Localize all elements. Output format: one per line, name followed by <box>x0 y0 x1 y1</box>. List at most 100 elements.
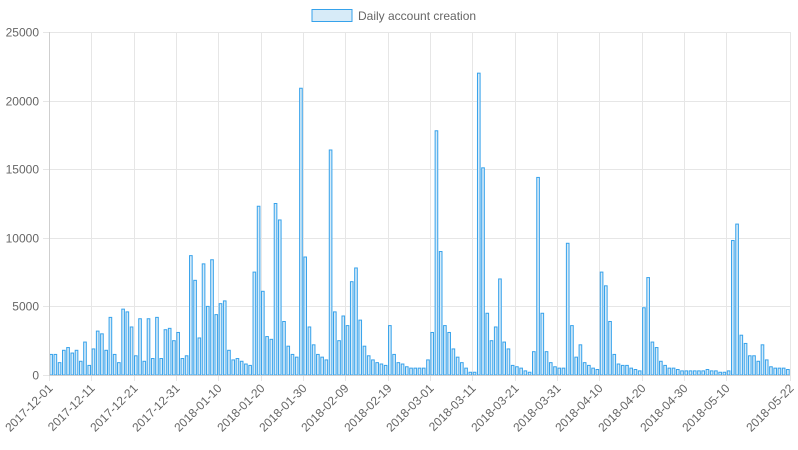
bar[interactable] <box>172 340 176 376</box>
bar[interactable] <box>413 367 418 376</box>
bar[interactable] <box>244 363 248 376</box>
bar[interactable] <box>642 307 646 376</box>
bar[interactable] <box>434 130 439 376</box>
bar[interactable] <box>269 338 274 376</box>
bar[interactable] <box>74 349 79 376</box>
bar[interactable] <box>587 364 591 376</box>
bar[interactable] <box>612 353 617 376</box>
bar[interactable] <box>781 367 786 376</box>
bar[interactable] <box>286 345 291 376</box>
bar[interactable] <box>769 366 773 376</box>
bar[interactable] <box>650 341 655 376</box>
bar[interactable] <box>184 355 189 376</box>
bar[interactable] <box>747 355 752 376</box>
bar[interactable] <box>201 263 206 376</box>
bar[interactable] <box>540 312 545 376</box>
bar[interactable] <box>341 315 346 376</box>
bar[interactable] <box>722 371 727 376</box>
bar[interactable] <box>303 256 307 376</box>
bar[interactable] <box>366 355 371 376</box>
bar[interactable] <box>506 348 511 376</box>
bar[interactable] <box>239 360 244 376</box>
bar[interactable] <box>697 370 701 376</box>
bar[interactable] <box>760 344 765 376</box>
bar[interactable] <box>91 348 96 376</box>
bar[interactable] <box>726 370 731 376</box>
bar[interactable] <box>252 271 257 376</box>
bar[interactable] <box>222 300 227 376</box>
bar[interactable] <box>337 340 341 376</box>
bar[interactable] <box>87 364 92 376</box>
bar[interactable] <box>553 366 557 376</box>
bar[interactable] <box>688 370 693 376</box>
bar[interactable] <box>476 72 481 376</box>
bar[interactable] <box>409 367 413 376</box>
bar[interactable] <box>527 371 532 376</box>
bar[interactable] <box>227 349 231 376</box>
bar[interactable] <box>633 369 638 376</box>
bar[interactable] <box>731 240 735 376</box>
bar[interactable] <box>684 370 689 376</box>
bar[interactable] <box>358 319 363 376</box>
bar[interactable] <box>561 367 566 376</box>
bar[interactable] <box>667 367 672 376</box>
bar[interactable] <box>354 267 358 376</box>
bar[interactable] <box>138 318 142 376</box>
bar[interactable] <box>493 326 498 376</box>
bar[interactable] <box>739 334 744 376</box>
bar[interactable] <box>133 355 138 376</box>
bar[interactable] <box>95 330 100 376</box>
bar[interactable] <box>421 367 426 376</box>
bar[interactable] <box>460 362 464 376</box>
bar[interactable] <box>277 219 282 376</box>
bar[interactable] <box>333 311 337 376</box>
bar[interactable] <box>163 329 168 376</box>
bar[interactable] <box>595 369 600 376</box>
bar[interactable] <box>396 362 401 376</box>
bar[interactable] <box>565 242 570 376</box>
bar[interactable] <box>383 364 388 376</box>
bar[interactable] <box>146 318 151 376</box>
bar[interactable] <box>625 364 629 376</box>
bar[interactable] <box>100 333 104 376</box>
bar[interactable] <box>180 358 185 376</box>
bar[interactable] <box>108 316 113 376</box>
bar[interactable] <box>256 205 261 376</box>
bar[interactable] <box>282 320 286 376</box>
bar[interactable] <box>328 149 333 376</box>
bar[interactable] <box>764 359 769 376</box>
bar[interactable] <box>616 363 621 376</box>
bar[interactable] <box>438 251 443 376</box>
bar[interactable] <box>176 331 180 376</box>
bar[interactable] <box>701 370 706 376</box>
bar[interactable] <box>510 364 515 376</box>
bar[interactable] <box>53 353 58 376</box>
bar[interactable] <box>307 326 312 376</box>
bar[interactable] <box>582 362 587 376</box>
bar[interactable] <box>646 277 650 376</box>
bar[interactable] <box>290 353 295 376</box>
bar[interactable] <box>57 362 62 376</box>
bar[interactable] <box>786 369 790 376</box>
bar[interactable] <box>129 326 134 376</box>
bar[interactable] <box>692 370 697 376</box>
bar[interactable] <box>718 371 722 376</box>
bar[interactable] <box>49 353 53 376</box>
bar[interactable] <box>261 290 265 376</box>
bar[interactable] <box>472 371 477 376</box>
bar[interactable] <box>371 359 375 376</box>
bar[interactable] <box>121 308 125 376</box>
bar[interactable] <box>235 358 240 376</box>
bar[interactable] <box>311 344 316 376</box>
bar[interactable] <box>78 360 83 376</box>
bar[interactable] <box>620 364 625 376</box>
bar[interactable] <box>709 370 714 376</box>
bar[interactable] <box>349 281 354 376</box>
bar[interactable] <box>663 364 667 376</box>
bar[interactable] <box>557 367 562 376</box>
bar[interactable] <box>743 342 748 376</box>
bar[interactable] <box>155 316 159 376</box>
bar[interactable] <box>210 259 214 376</box>
bar[interactable] <box>205 305 210 376</box>
legend[interactable]: Daily account creation <box>311 9 476 23</box>
